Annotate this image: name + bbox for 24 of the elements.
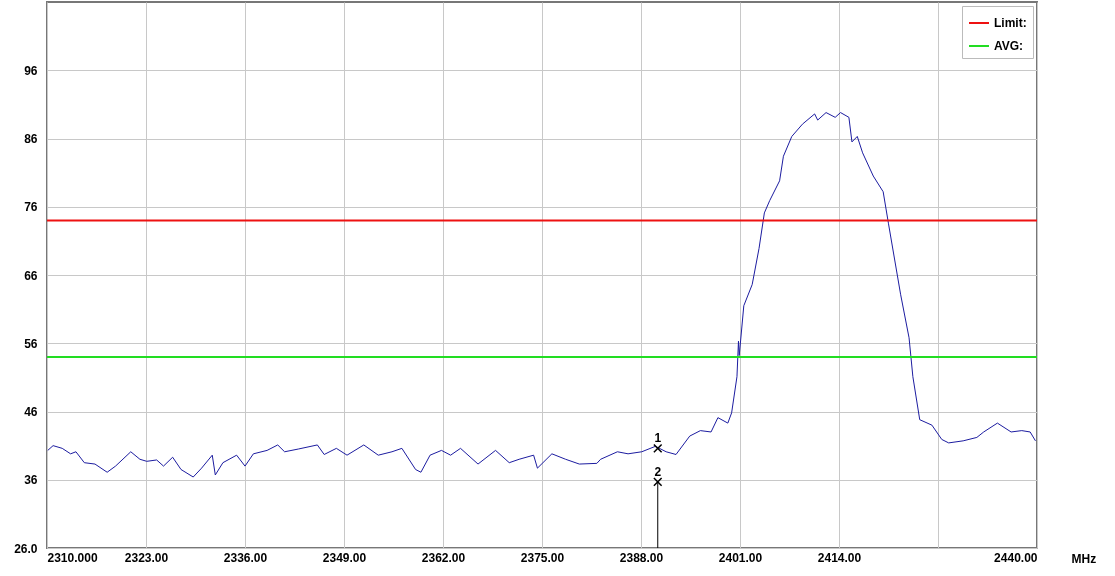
x-axis-title: MHz bbox=[1071, 551, 1097, 566]
y-tick-label: 86 bbox=[24, 132, 38, 146]
y-tick-label: 96 bbox=[24, 63, 38, 78]
y-tick-label: 56 bbox=[24, 336, 38, 351]
x-tick-label: 2414.00 bbox=[817, 550, 862, 565]
x-tick-label: 2401.00 bbox=[718, 550, 763, 565]
x-tick-label: 2310.000 bbox=[47, 550, 98, 565]
y-tick-label: 66 bbox=[24, 268, 38, 283]
x-tick-label: 2349.00 bbox=[322, 550, 367, 565]
y-tick-label: 26.0 bbox=[14, 541, 38, 556]
x-tick-label: 2323.00 bbox=[124, 550, 169, 565]
x-tick-label: 2362.00 bbox=[421, 550, 466, 565]
x-tick-label: 2375.00 bbox=[520, 550, 565, 565]
y-tick-label: 36 bbox=[24, 473, 38, 488]
annotation: 2 bbox=[654, 464, 662, 479]
x-tick-label: 2388.00 bbox=[619, 550, 664, 565]
line-series bbox=[47, 112, 1036, 478]
x-tick-label: 2336.00 bbox=[223, 550, 268, 565]
x-tick-label: 2440.00 bbox=[994, 550, 1038, 565]
y-tick-label: 46 bbox=[24, 405, 38, 419]
y-tick-label: 76 bbox=[24, 200, 38, 215]
legend-label: Limit: bbox=[994, 16, 1027, 30]
legend-label: AVG: bbox=[994, 39, 1024, 53]
annotation: 1 bbox=[654, 431, 662, 446]
